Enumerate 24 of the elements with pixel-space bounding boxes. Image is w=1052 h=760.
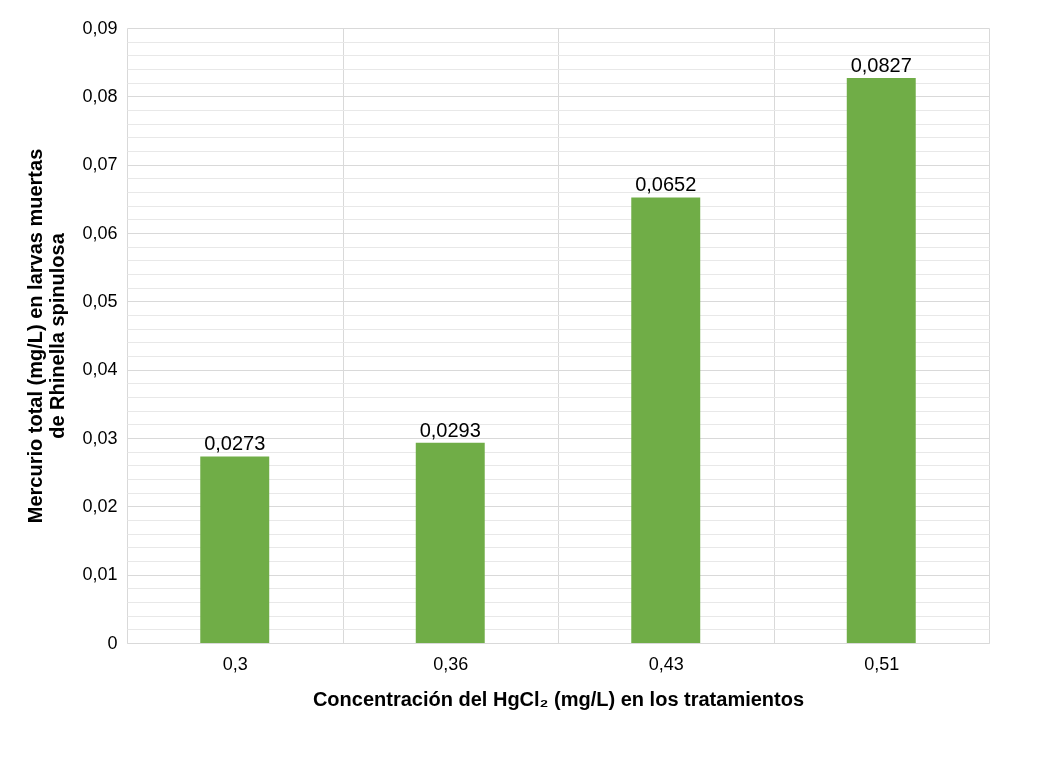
y-tick-label: 0,07 [82,154,118,175]
data-label: 0,0827 [850,53,912,76]
bar [415,442,485,643]
x-tick-label: 0,43 [648,653,684,674]
x-axis-title: Concentración del HgCl₂ (mg/L) en los tratamientos [312,687,805,710]
y-tick-label: 0,01 [82,564,118,585]
y-tick-label: 0 [107,632,118,653]
bar [200,456,270,643]
y-tick-label: 0,04 [82,359,118,380]
data-label: 0,0273 [204,432,266,455]
y-axis-title: Mercurio total (mg/L) en larvas muertas de Rhinella spinulosa [24,148,69,524]
x-tick-label: 0,51 [864,653,900,674]
x-tick-label: 0,36 [433,653,469,674]
x-tick-label: 0,3 [222,653,248,674]
y-tick-label: 0,06 [82,222,118,243]
y-tick-label: 0,03 [82,427,118,448]
bar [631,197,701,643]
data-label: 0,0652 [635,173,697,196]
y-tick-label: 0,05 [82,290,118,311]
bar [846,77,916,643]
y-tick-label: 0,09 [82,17,118,38]
y-tick-label: 0,08 [82,85,118,106]
y-tick-label: 0,02 [82,495,118,516]
data-label: 0,0293 [419,418,481,441]
